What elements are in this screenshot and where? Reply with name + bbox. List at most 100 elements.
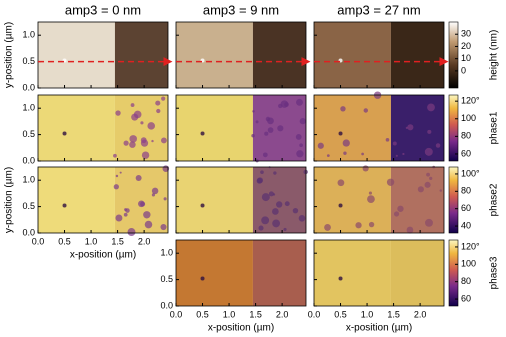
image-spot [113,184,119,190]
colorbar [448,94,459,162]
image-spot [123,212,128,217]
colorbar-tick-label: 60 [461,148,471,158]
y-tick-label: 0.0 [22,155,35,165]
y-tick-label: 1.0 [22,103,35,113]
image-spot [268,191,274,197]
y-tick-label: 0.5 [22,56,35,66]
image-spot [407,124,414,131]
image-spot [119,171,122,174]
image-spot [299,118,306,125]
image-left [314,22,391,88]
image-spot [296,150,304,158]
image-spot [425,218,433,227]
y-tick-label: 0.0 [160,300,173,310]
image-right [390,167,444,233]
y-tick-label: 1.0 [160,248,173,258]
x-tick-label: 0.0 [32,236,45,246]
column-title: amp3 = 9 nm [203,2,279,17]
image-spot [427,103,435,112]
x-axis-label: x-position (µm) [70,250,136,261]
image-spot [251,134,255,138]
image-spot [264,131,269,136]
panel-frame [175,166,307,234]
image-spot [130,103,135,107]
panel-frame [37,21,169,89]
image-spot [386,178,395,186]
image-spot [298,215,306,222]
y-axis-label: y-position (µm) [4,22,15,88]
image-right [390,95,444,161]
image-spot [144,220,153,229]
colorbar-tick-label: 0 [461,65,466,75]
image-spot [267,117,274,125]
colorbar-tick-label: 60 [461,203,471,213]
x-tick-label: 1.0 [361,309,374,319]
image-spot [426,172,430,177]
image-spot [161,96,166,101]
row-label: phase1 [489,111,500,144]
x-tick-label: 2.0 [138,236,151,246]
panel-frame [37,166,169,234]
image-spot [261,193,270,202]
image-spot [317,142,324,149]
colorbar-tick-label: 80 [461,131,471,141]
defect [62,203,67,208]
image-spot [424,181,431,188]
image-spot [115,110,121,116]
image-spot [405,126,408,129]
x-tick-label: 0.5 [196,309,209,319]
image-spot [113,153,117,158]
image-left [314,167,391,233]
image-spot [296,98,303,106]
image-spot [435,143,441,148]
colorbar-tick-label: 120° [461,96,480,106]
image-spot [140,139,149,147]
x-tick-label: 0.0 [308,309,321,319]
image-spot [439,189,442,192]
colorbar-tick-label: 120° [461,241,480,251]
image-spot [368,191,372,195]
image-spot [133,110,142,119]
image-spot [255,120,259,124]
image-spot [417,186,424,193]
image-spot [156,108,161,114]
x-tick-label: 1.5 [249,309,262,319]
colorbar-tick-label: 100 [461,259,476,269]
row-label: phase3 [489,256,500,289]
y-tick-label: 0.5 [22,129,35,139]
image-spot [273,171,277,175]
image-spot [355,222,362,229]
image-spot [135,174,142,181]
image-spot [429,176,433,181]
image-right [114,167,168,233]
panel-frame [175,21,307,89]
colorbar-tick-label: 30 [461,29,471,39]
defect [200,203,205,208]
panel-frame [313,94,445,162]
image-spot [362,165,369,172]
image-right [252,240,306,306]
panel-frame [37,94,169,162]
image-spot [283,227,287,231]
image-spot [256,178,263,184]
image-spot [295,134,302,140]
image-spot [115,174,119,178]
defect [200,276,205,281]
colorbar [448,239,459,307]
image-left [176,95,253,161]
x-axis-label: x-position (µm) [208,323,274,334]
image-left [314,240,391,306]
defect [338,276,343,281]
image-spot [151,139,154,143]
image-left [314,95,391,161]
image-spot [147,122,155,130]
x-tick-label: 1.0 [223,309,236,319]
image-spot [125,208,130,213]
image-spot [123,140,129,146]
colorbar-tick-label: 80 [461,186,471,196]
image-spot [140,201,146,207]
y-tick-label: 0.0 [22,227,35,237]
defect [338,131,343,136]
panel-frame [313,166,445,234]
